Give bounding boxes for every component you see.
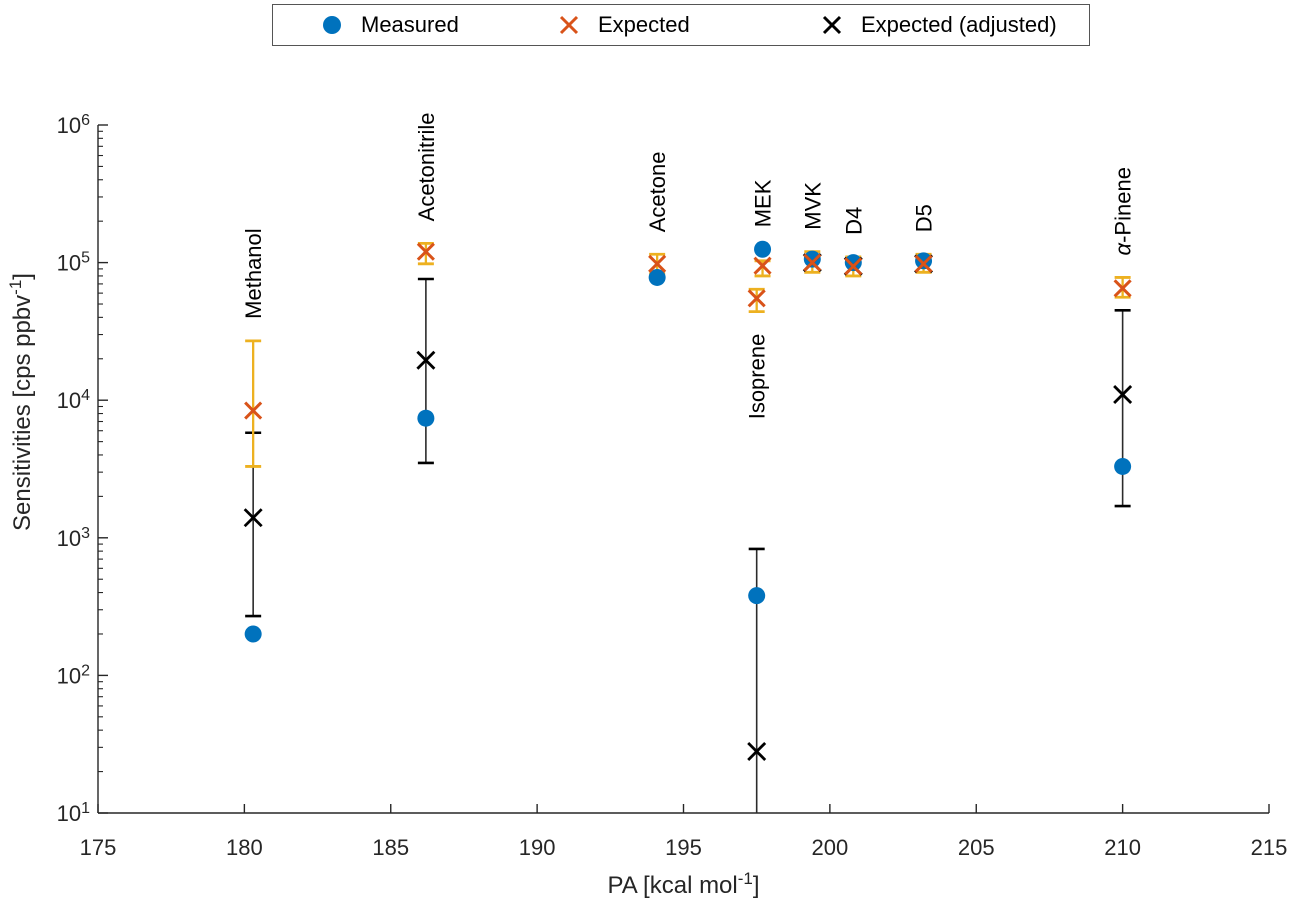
x-tick-label: 180 bbox=[226, 835, 263, 860]
measured-point bbox=[748, 587, 766, 605]
measured-point bbox=[844, 254, 862, 272]
compound-label: MVK bbox=[800, 182, 825, 230]
expected-point bbox=[844, 257, 863, 276]
axes bbox=[97, 125, 1269, 814]
expected-x-icon bbox=[559, 15, 579, 34]
legend-label-expected-adjusted: Expected (adjusted) bbox=[861, 11, 1057, 37]
measured-circle-icon bbox=[323, 15, 341, 34]
data-series: Methanol Acetonitrile Acetone MEK Isoprene MV… bbox=[241, 113, 1136, 813]
measured-point bbox=[648, 268, 666, 286]
compound-isoprene: Isoprene bbox=[745, 287, 770, 813]
expected-point bbox=[648, 254, 667, 273]
legend-item-expected-adjusted: Expected (adjusted) bbox=[817, 5, 1057, 44]
legend-item-measured: Measured bbox=[317, 5, 459, 44]
compound-label: Methanol bbox=[241, 228, 266, 319]
x-tick-label: 210 bbox=[1104, 835, 1141, 860]
expected-point bbox=[244, 401, 263, 420]
y-tick-label: 105 bbox=[57, 250, 90, 276]
y-axis-ticks: 101 102 103 104 105 106 bbox=[57, 112, 108, 826]
compound-methanol: Methanol bbox=[241, 228, 266, 643]
compound-label: Acetonitrile bbox=[414, 113, 439, 222]
legend-label-expected: Expected bbox=[598, 11, 690, 37]
expected-point bbox=[1113, 279, 1132, 298]
expected-point bbox=[803, 253, 822, 272]
compound-mvk: MVK bbox=[800, 182, 825, 274]
compound--pinene: α-Pinene bbox=[1111, 167, 1136, 508]
compound-label: Acetone bbox=[645, 152, 670, 233]
compound-d4: D4 bbox=[841, 207, 866, 278]
x-tick-label: 195 bbox=[665, 835, 702, 860]
y-tick-label: 101 bbox=[57, 800, 90, 826]
y-tick-label: 103 bbox=[57, 525, 90, 551]
x-tick-label: 205 bbox=[958, 835, 995, 860]
measured-point bbox=[417, 409, 435, 427]
legend-item-expected: Expected bbox=[554, 5, 690, 44]
compound-acetone: Acetone bbox=[645, 152, 670, 286]
x-tick-label: 200 bbox=[812, 835, 849, 860]
x-tick-label: 215 bbox=[1251, 835, 1288, 860]
compound-label: Isoprene bbox=[745, 334, 770, 420]
compound-label: D4 bbox=[841, 207, 866, 235]
expected-point bbox=[416, 242, 435, 261]
adjusted-point bbox=[416, 350, 436, 370]
measured-point bbox=[244, 625, 262, 643]
expected-point bbox=[914, 254, 933, 273]
x-axis-label: PA [kcal mol-1] bbox=[607, 869, 759, 899]
compound-mek: MEK bbox=[751, 179, 776, 278]
compound-label: α-Pinene bbox=[1111, 167, 1136, 255]
compound-d5: D5 bbox=[912, 204, 937, 274]
legend-label-measured: Measured bbox=[361, 11, 459, 37]
compound-acetonitrile: Acetonitrile bbox=[414, 113, 439, 465]
y-axis-label: Sensitivities [cps ppbv-1] bbox=[6, 273, 36, 531]
x-tick-label: 190 bbox=[519, 835, 556, 860]
x-axis-ticks: 175 180 185 190 195 200 205 210 215 bbox=[80, 804, 1288, 860]
measured-point bbox=[915, 252, 933, 270]
compound-label: MEK bbox=[751, 179, 776, 227]
expected-adjusted-x-icon bbox=[822, 15, 842, 34]
legend: Measured Expected Expected (adjusted) bbox=[272, 4, 1090, 46]
measured-point bbox=[754, 240, 772, 258]
y-tick-label: 104 bbox=[57, 387, 90, 413]
expected-point bbox=[753, 256, 772, 275]
measured-point bbox=[803, 250, 821, 268]
y-tick-label: 106 bbox=[57, 112, 90, 138]
adjusted-point bbox=[1113, 385, 1133, 404]
x-tick-label: 185 bbox=[372, 835, 409, 860]
y-tick-label: 102 bbox=[57, 662, 90, 688]
adjusted-point bbox=[243, 508, 263, 528]
compound-label: D5 bbox=[912, 204, 937, 232]
expected-point bbox=[747, 289, 766, 308]
x-tick-label: 175 bbox=[80, 835, 117, 860]
measured-point bbox=[1114, 457, 1132, 475]
adjusted-point bbox=[747, 741, 767, 761]
